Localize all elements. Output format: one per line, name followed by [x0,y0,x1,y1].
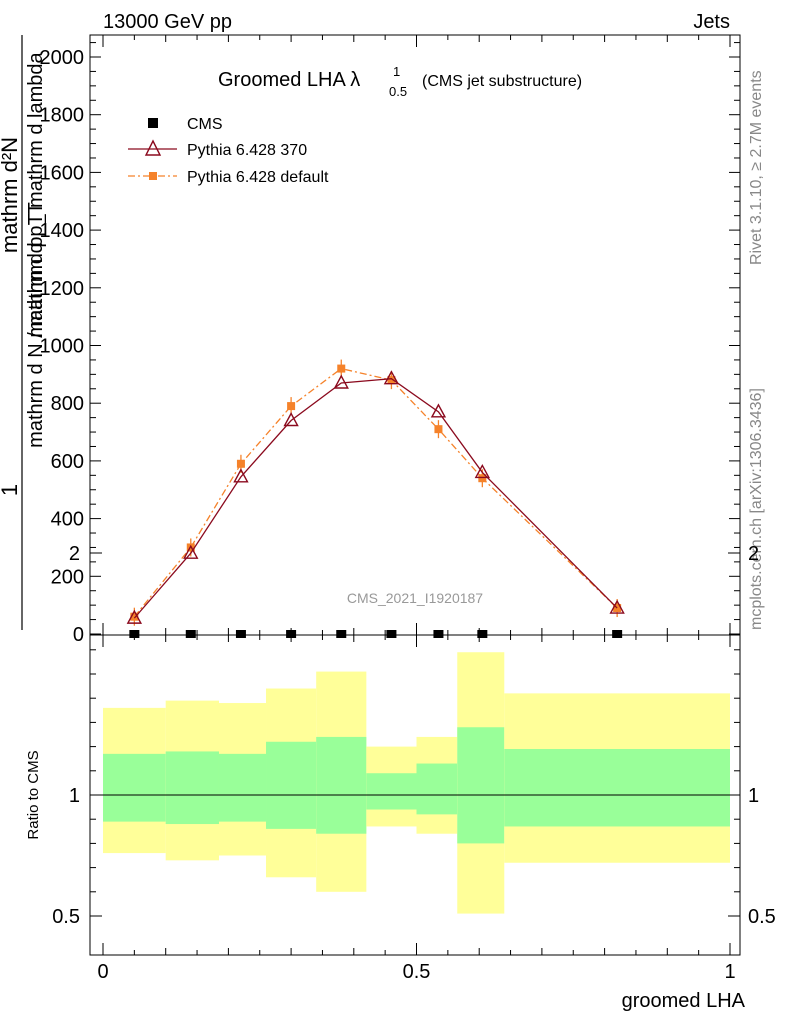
plot-title: Groomed LHA λ [218,69,360,91]
point-cms-8 [612,630,623,638]
point-cms-5 [386,630,397,638]
top-ytick-label-600: 600 [51,451,84,473]
ratio-xtick-label-0: 0 [97,961,108,983]
top-ytick-label-400: 400 [51,509,84,531]
point-cms-2 [235,630,246,638]
point-pythia-370-4 [333,374,349,389]
ratio-ylabel: Ratio to CMS [25,750,42,839]
top-ytick-label-1200: 1200 [40,278,85,300]
legend: CMS Pythia 6.428 370 Pythia 6.428 defaul… [128,116,329,186]
plot-subtitle: (CMS jet substructure) [422,73,582,90]
plot-title-symbol: λ [350,69,360,91]
point-pythia-default-5 [387,376,396,385]
mcplots-label: mcplots.cern.ch [arXiv:1306.3436] [748,388,765,630]
ratio-band-inner-0 [103,753,166,822]
ratio-band-inner-2 [218,753,267,822]
legend-label-pythia-370: Pythia 6.428 370 [187,142,307,159]
plot-title-superscript: 1 [393,64,400,79]
ratio-ytick-label-right-0: 0.5 [748,906,776,928]
point-cms-4 [336,630,347,638]
point-pythia-default-6 [434,425,443,434]
ylabel-part-1: 1 [0,484,22,496]
top-ytick-label-1600: 1600 [40,162,85,184]
main-ylabel: 1 mathrm d N / mathrm d p_T mathrm d²N m… [0,35,47,630]
series-line-pythia-default [133,367,618,618]
legend-marker-cms [148,118,158,128]
point-pythia-default-2 [236,459,245,468]
plot-title-main: Groomed LHA [218,69,346,91]
top-ytick-label-800: 800 [51,393,84,415]
ratio-band-inner-3 [266,741,317,829]
ratio-plot-panel: 0.5 0.5 1 1 2 2 0 0.5 1 Ratio to CMS groomed LH… [25,543,776,1012]
ratio-band-inner-1 [165,751,219,825]
ratio-band-inner-5 [366,773,417,810]
ratio-ytick-label-left-0: 0.5 [52,906,80,928]
ratio-ytick-label-left-1: 1 [69,785,80,807]
top-ytick-label-0: 0 [73,624,84,646]
header-left: 13000 GeV pp [103,11,232,33]
point-pythia-370-5 [383,370,400,385]
point-pythia-370-0 [126,609,143,624]
ratio-ytick-label-right-2: 2 [748,543,759,565]
point-pythia-default-3 [287,402,296,411]
point-pythia-370-2 [233,468,249,483]
ratio-ytick-label-right-1: 1 [748,785,759,807]
point-pythia-370-7 [474,463,491,479]
top-ytick-label-200: 200 [51,566,84,588]
series-line-pythia-370 [133,378,618,619]
header-right: Jets [693,11,730,33]
ratio-band-inner-6 [416,763,458,815]
analysis-watermark: CMS_2021_I1920187 [347,590,483,606]
point-pythia-default-7 [478,474,487,483]
point-pythia-370-3 [283,412,299,427]
point-pythia-370-1 [183,544,199,559]
top-ytick-label-1800: 1800 [40,105,85,127]
point-pythia-370-8 [609,599,625,614]
ylabel-part-4: mathrm d p_T mathrm d lambda [25,51,47,337]
top-ytick-label-1400: 1400 [40,220,85,242]
ylabel-part-3: mathrm d²N [0,137,22,253]
point-cms-7 [477,630,488,638]
rivet-label: Rivet 3.1.10, ≥ 2.7M events [748,70,765,265]
point-pythia-370-6 [430,403,447,418]
main-plot-panel: 0 200 400 600 800 1000 1200 1400 1600 1800 2000 Gr… [0,34,741,646]
legend-label-cms: CMS [187,116,223,133]
ratio-band-inner-8 [504,749,730,827]
point-cms-6 [433,630,444,638]
ylabel-part-2: mathrm d N / mathrm d p_T [25,202,47,448]
legend-marker-pythia-default [149,172,157,180]
legend-marker-pythia-370 [144,139,162,156]
top-ytick-label-1000: 1000 [40,336,85,358]
point-pythia-default-0 [130,612,139,621]
ratio-band-inner-4 [316,736,367,834]
ratio-xtick-label-2: 1 [724,961,735,983]
point-cms-1 [185,630,196,638]
ratio-band-inner-7 [457,727,505,844]
ratio-ytick-label-left-2: 2 [69,543,80,565]
top-ytick-label-2000: 2000 [40,47,85,69]
point-pythia-default-4 [337,364,346,373]
ratio-xtick-label-1: 0.5 [403,961,431,983]
plot-title-subscript: 0.5 [389,84,407,99]
x-axis-label: groomed LHA [622,990,746,1012]
legend-label-pythia-default: Pythia 6.428 default [187,169,329,186]
